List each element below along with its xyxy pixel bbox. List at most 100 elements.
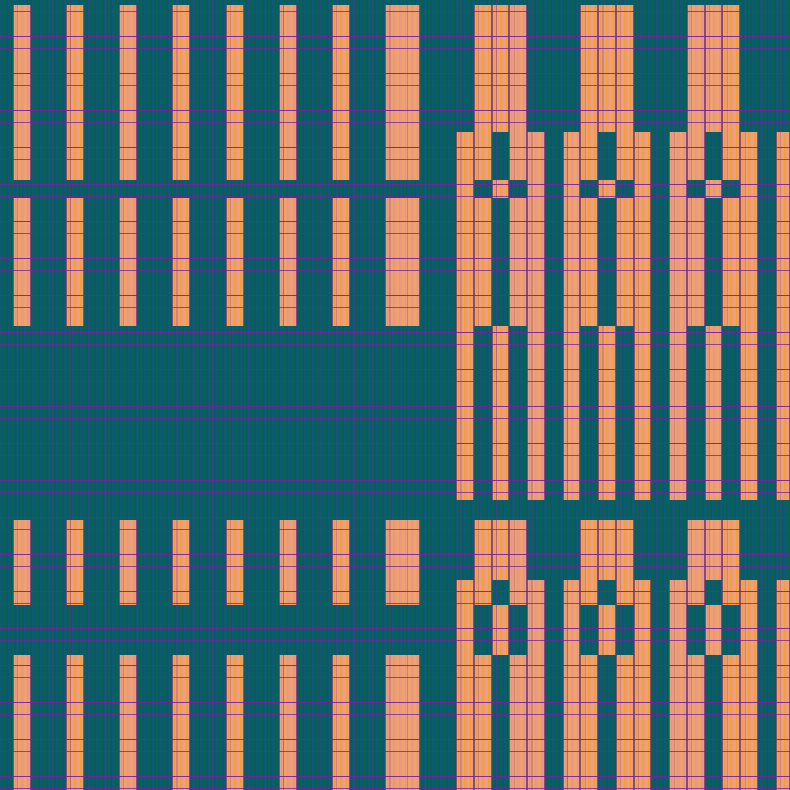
orange-block (598, 180, 616, 198)
orange-block (740, 132, 758, 180)
orange-block (562, 580, 581, 605)
orange-block (740, 326, 758, 500)
orange-block (527, 198, 545, 326)
orange-block (66, 5, 84, 180)
orange-block (527, 655, 545, 790)
orange-block (704, 520, 723, 580)
orange-block (385, 5, 420, 180)
orange-block (580, 132, 598, 180)
orange-block (704, 605, 723, 655)
orange-block (527, 580, 545, 605)
orange-block (633, 605, 652, 655)
orange-block (473, 655, 492, 790)
orange-block (332, 655, 350, 790)
orange-block (722, 580, 740, 605)
orange-block (332, 198, 350, 326)
orange-block (13, 5, 31, 180)
orange-block (740, 180, 758, 198)
orange-block (598, 605, 616, 655)
orange-block (669, 605, 687, 655)
orange-block (580, 198, 598, 326)
orange-block (172, 198, 190, 326)
orange-block (226, 5, 244, 180)
orange-block (686, 580, 705, 605)
orange-block (456, 580, 474, 605)
orange-block (598, 520, 616, 580)
orange-block (740, 655, 758, 790)
orange-block (226, 655, 244, 790)
orange-block (704, 5, 723, 132)
orange-block (722, 132, 740, 180)
orange-block (615, 5, 634, 132)
orange-block (615, 655, 634, 790)
orange-block (580, 580, 598, 605)
orange-block (473, 5, 492, 132)
orange-block (775, 132, 790, 180)
orange-block (119, 520, 137, 605)
orange-block (562, 132, 581, 180)
orange-block (66, 655, 84, 790)
orange-block (491, 520, 510, 580)
orange-block (527, 605, 545, 655)
orange-block (722, 520, 740, 580)
orange-block (686, 655, 705, 790)
orange-block (580, 655, 598, 790)
orange-block (279, 198, 297, 326)
orange-block (686, 198, 705, 326)
orange-block (775, 605, 790, 655)
orange-block (473, 520, 492, 580)
orange-block (13, 198, 31, 326)
orange-block (456, 326, 474, 500)
orange-block (615, 132, 634, 180)
orange-block (456, 198, 474, 326)
orange-block (509, 655, 527, 790)
orange-block (669, 198, 687, 326)
orange-block (509, 5, 527, 132)
orange-block (775, 198, 790, 326)
orange-block (562, 326, 581, 500)
orange-block (491, 326, 510, 500)
orange-block (509, 520, 527, 580)
orange-block (775, 655, 790, 790)
orange-block (722, 655, 740, 790)
orange-block (66, 520, 84, 605)
orange-block (527, 132, 545, 180)
orange-block (633, 655, 652, 790)
orange-block (704, 180, 723, 198)
orange-block (686, 132, 705, 180)
orange-block (669, 132, 687, 180)
orange-block (775, 180, 790, 198)
orange-block (775, 326, 790, 500)
orange-block (332, 520, 350, 605)
orange-block (580, 520, 598, 580)
orange-block (13, 655, 31, 790)
orange-block (722, 5, 740, 132)
orange-block (172, 5, 190, 180)
orange-block (598, 5, 616, 132)
orange-block (615, 198, 634, 326)
orange-block (385, 198, 420, 326)
orange-block (562, 655, 581, 790)
orange-block (172, 520, 190, 605)
orange-block (226, 520, 244, 605)
orange-block (491, 605, 510, 655)
orange-block (456, 655, 474, 790)
orange-block (66, 198, 84, 326)
orange-block (456, 132, 474, 180)
orange-block (686, 520, 705, 580)
orange-block (491, 180, 510, 198)
orange-block (615, 520, 634, 580)
orange-block (740, 580, 758, 605)
orange-block (385, 520, 420, 605)
orange-block (491, 5, 510, 132)
orange-block (562, 180, 581, 198)
orange-block (740, 605, 758, 655)
orange-block (13, 520, 31, 605)
orange-block (633, 198, 652, 326)
orange-block (562, 198, 581, 326)
orange-block (615, 580, 634, 605)
orange-block (722, 198, 740, 326)
orange-block (385, 655, 420, 790)
orange-block (119, 198, 137, 326)
